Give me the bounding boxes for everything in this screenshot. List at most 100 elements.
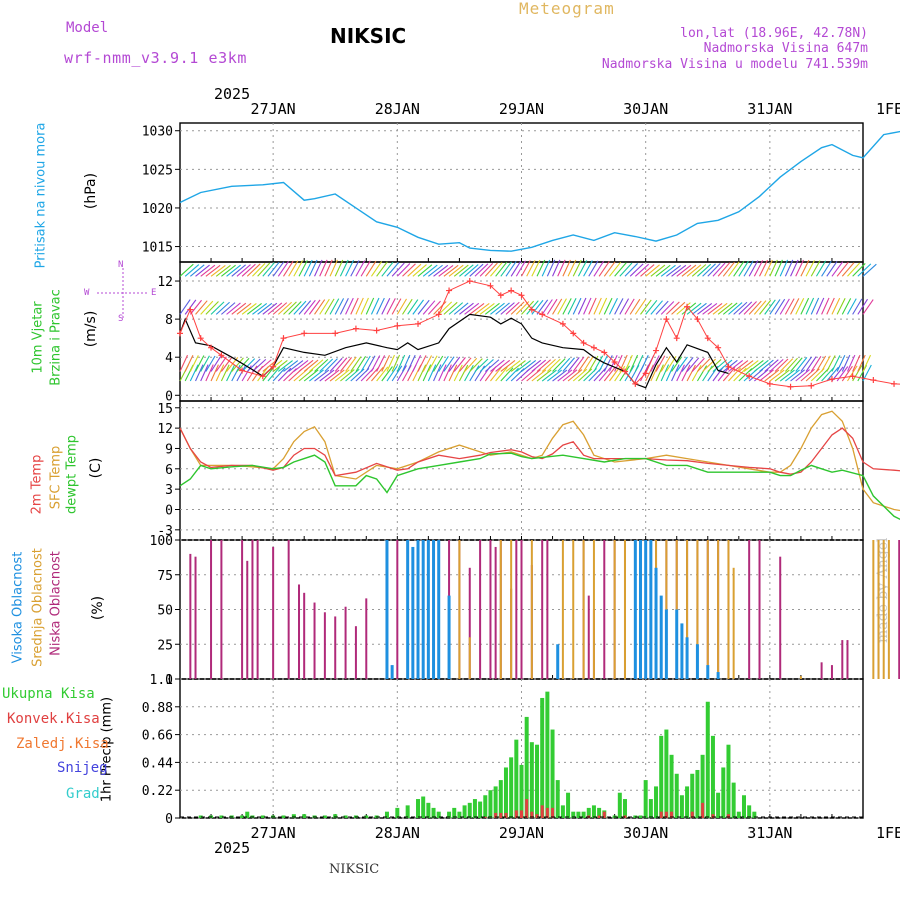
precip-total-bar (405, 805, 410, 818)
wind-barb (221, 302, 236, 315)
wind-barb (645, 299, 658, 315)
precip-total-bar (529, 742, 534, 818)
wind-barb (402, 298, 413, 315)
cloud-mid-bar (561, 540, 564, 679)
wind-barb (246, 303, 262, 315)
wind-barb (495, 302, 510, 315)
wind-barb (262, 366, 275, 382)
wind-barb (459, 264, 474, 277)
cloud-high-bar (447, 595, 451, 679)
wind-barb (262, 262, 275, 277)
cloud-low-bar (303, 592, 306, 679)
wind-barb (821, 355, 831, 372)
wind-barb (339, 297, 349, 315)
wind-barb (655, 364, 664, 382)
wind-barb (189, 299, 202, 315)
wind-barb (660, 364, 670, 382)
precip-total-bar (741, 795, 746, 818)
top-date-label: 31JAN (747, 100, 792, 118)
wind-barb (624, 354, 633, 372)
wind-barb (334, 259, 344, 277)
wind-barb (438, 356, 449, 372)
cloud-mid-bar (872, 540, 875, 679)
wind-barb (707, 302, 723, 315)
wind-barb (288, 360, 304, 372)
wind-barb (795, 259, 804, 277)
precip-total-bar (364, 815, 369, 818)
wind-barb (417, 264, 433, 277)
wind-barb (283, 301, 297, 315)
precip-total-bar (747, 805, 752, 818)
gust-marker (415, 320, 422, 327)
wind-barb (608, 297, 618, 315)
wind-barb (759, 299, 772, 315)
precip-total-bar (514, 739, 519, 818)
wind-barb (603, 366, 616, 382)
clouds-ytick-label: 25 (157, 638, 173, 653)
temp2m-line (179, 427, 900, 477)
wind-barb (505, 261, 517, 277)
wind-barb (422, 364, 432, 382)
wind-barb (583, 260, 593, 277)
wind-barb (215, 264, 231, 277)
wind-barb (350, 356, 362, 372)
wind-barb (800, 356, 813, 372)
precip-convective-bar (520, 810, 523, 818)
wind-barb (319, 259, 328, 277)
wind-barb (541, 299, 553, 315)
dewpt-line (179, 452, 900, 521)
cloud-mid-bar (717, 540, 720, 679)
wind-barb (712, 302, 728, 315)
gust-marker (580, 339, 587, 346)
precip-convective-bar (525, 799, 529, 818)
wind-barb (407, 354, 416, 372)
precip-total-bar (654, 786, 659, 818)
wind-barb (645, 264, 660, 277)
wind-barb (800, 259, 810, 277)
bottom-date-label: 1FEB (876, 824, 900, 842)
cloud-low-bar (479, 540, 482, 679)
wind-barb (557, 259, 566, 277)
wind-barb (200, 364, 209, 382)
gust-marker (663, 316, 670, 323)
wind-barb (376, 261, 388, 277)
wind-barb (681, 264, 697, 277)
wind-barb (381, 366, 393, 382)
precip-total-bar (576, 811, 581, 818)
temperature-ytick-label: 3 (165, 483, 173, 498)
compass-south: S (118, 314, 124, 324)
wind-barb (339, 259, 349, 277)
wind-barb (220, 364, 230, 382)
wind-barb (795, 297, 805, 315)
cloud-low-bar (298, 584, 301, 679)
wind-barb (733, 301, 748, 315)
wind-barb (557, 369, 573, 382)
wind-barb (443, 364, 452, 382)
gust-marker (684, 303, 691, 310)
wind-barb (686, 357, 700, 372)
wind-barb (640, 299, 652, 315)
cloud-low-bar (846, 640, 849, 679)
wind-barb (293, 300, 307, 315)
wind-barb (391, 365, 403, 382)
wind-barb (552, 369, 568, 382)
wind-barb (422, 355, 433, 372)
wind-barb (774, 259, 783, 277)
precip-total-bar (643, 780, 648, 818)
wind-barb (753, 300, 767, 315)
precip-total-bar (472, 799, 477, 818)
gust-marker (601, 349, 608, 356)
wind-barb (728, 360, 744, 372)
clouds-ytick-label: 100 (150, 534, 173, 549)
gust-marker (197, 335, 204, 342)
wind-barb (205, 355, 216, 372)
cloud-high-bar (411, 546, 415, 679)
precip-total-bar (436, 811, 441, 818)
wind-barb (790, 369, 805, 382)
wind-barb (490, 366, 503, 382)
wind-barb (298, 359, 314, 372)
wind-barb (236, 365, 247, 382)
legend-convective-rain: Konvek.Kisa (7, 711, 100, 727)
precip-total-bar (457, 811, 462, 818)
cloud-mid-bar (732, 567, 735, 679)
